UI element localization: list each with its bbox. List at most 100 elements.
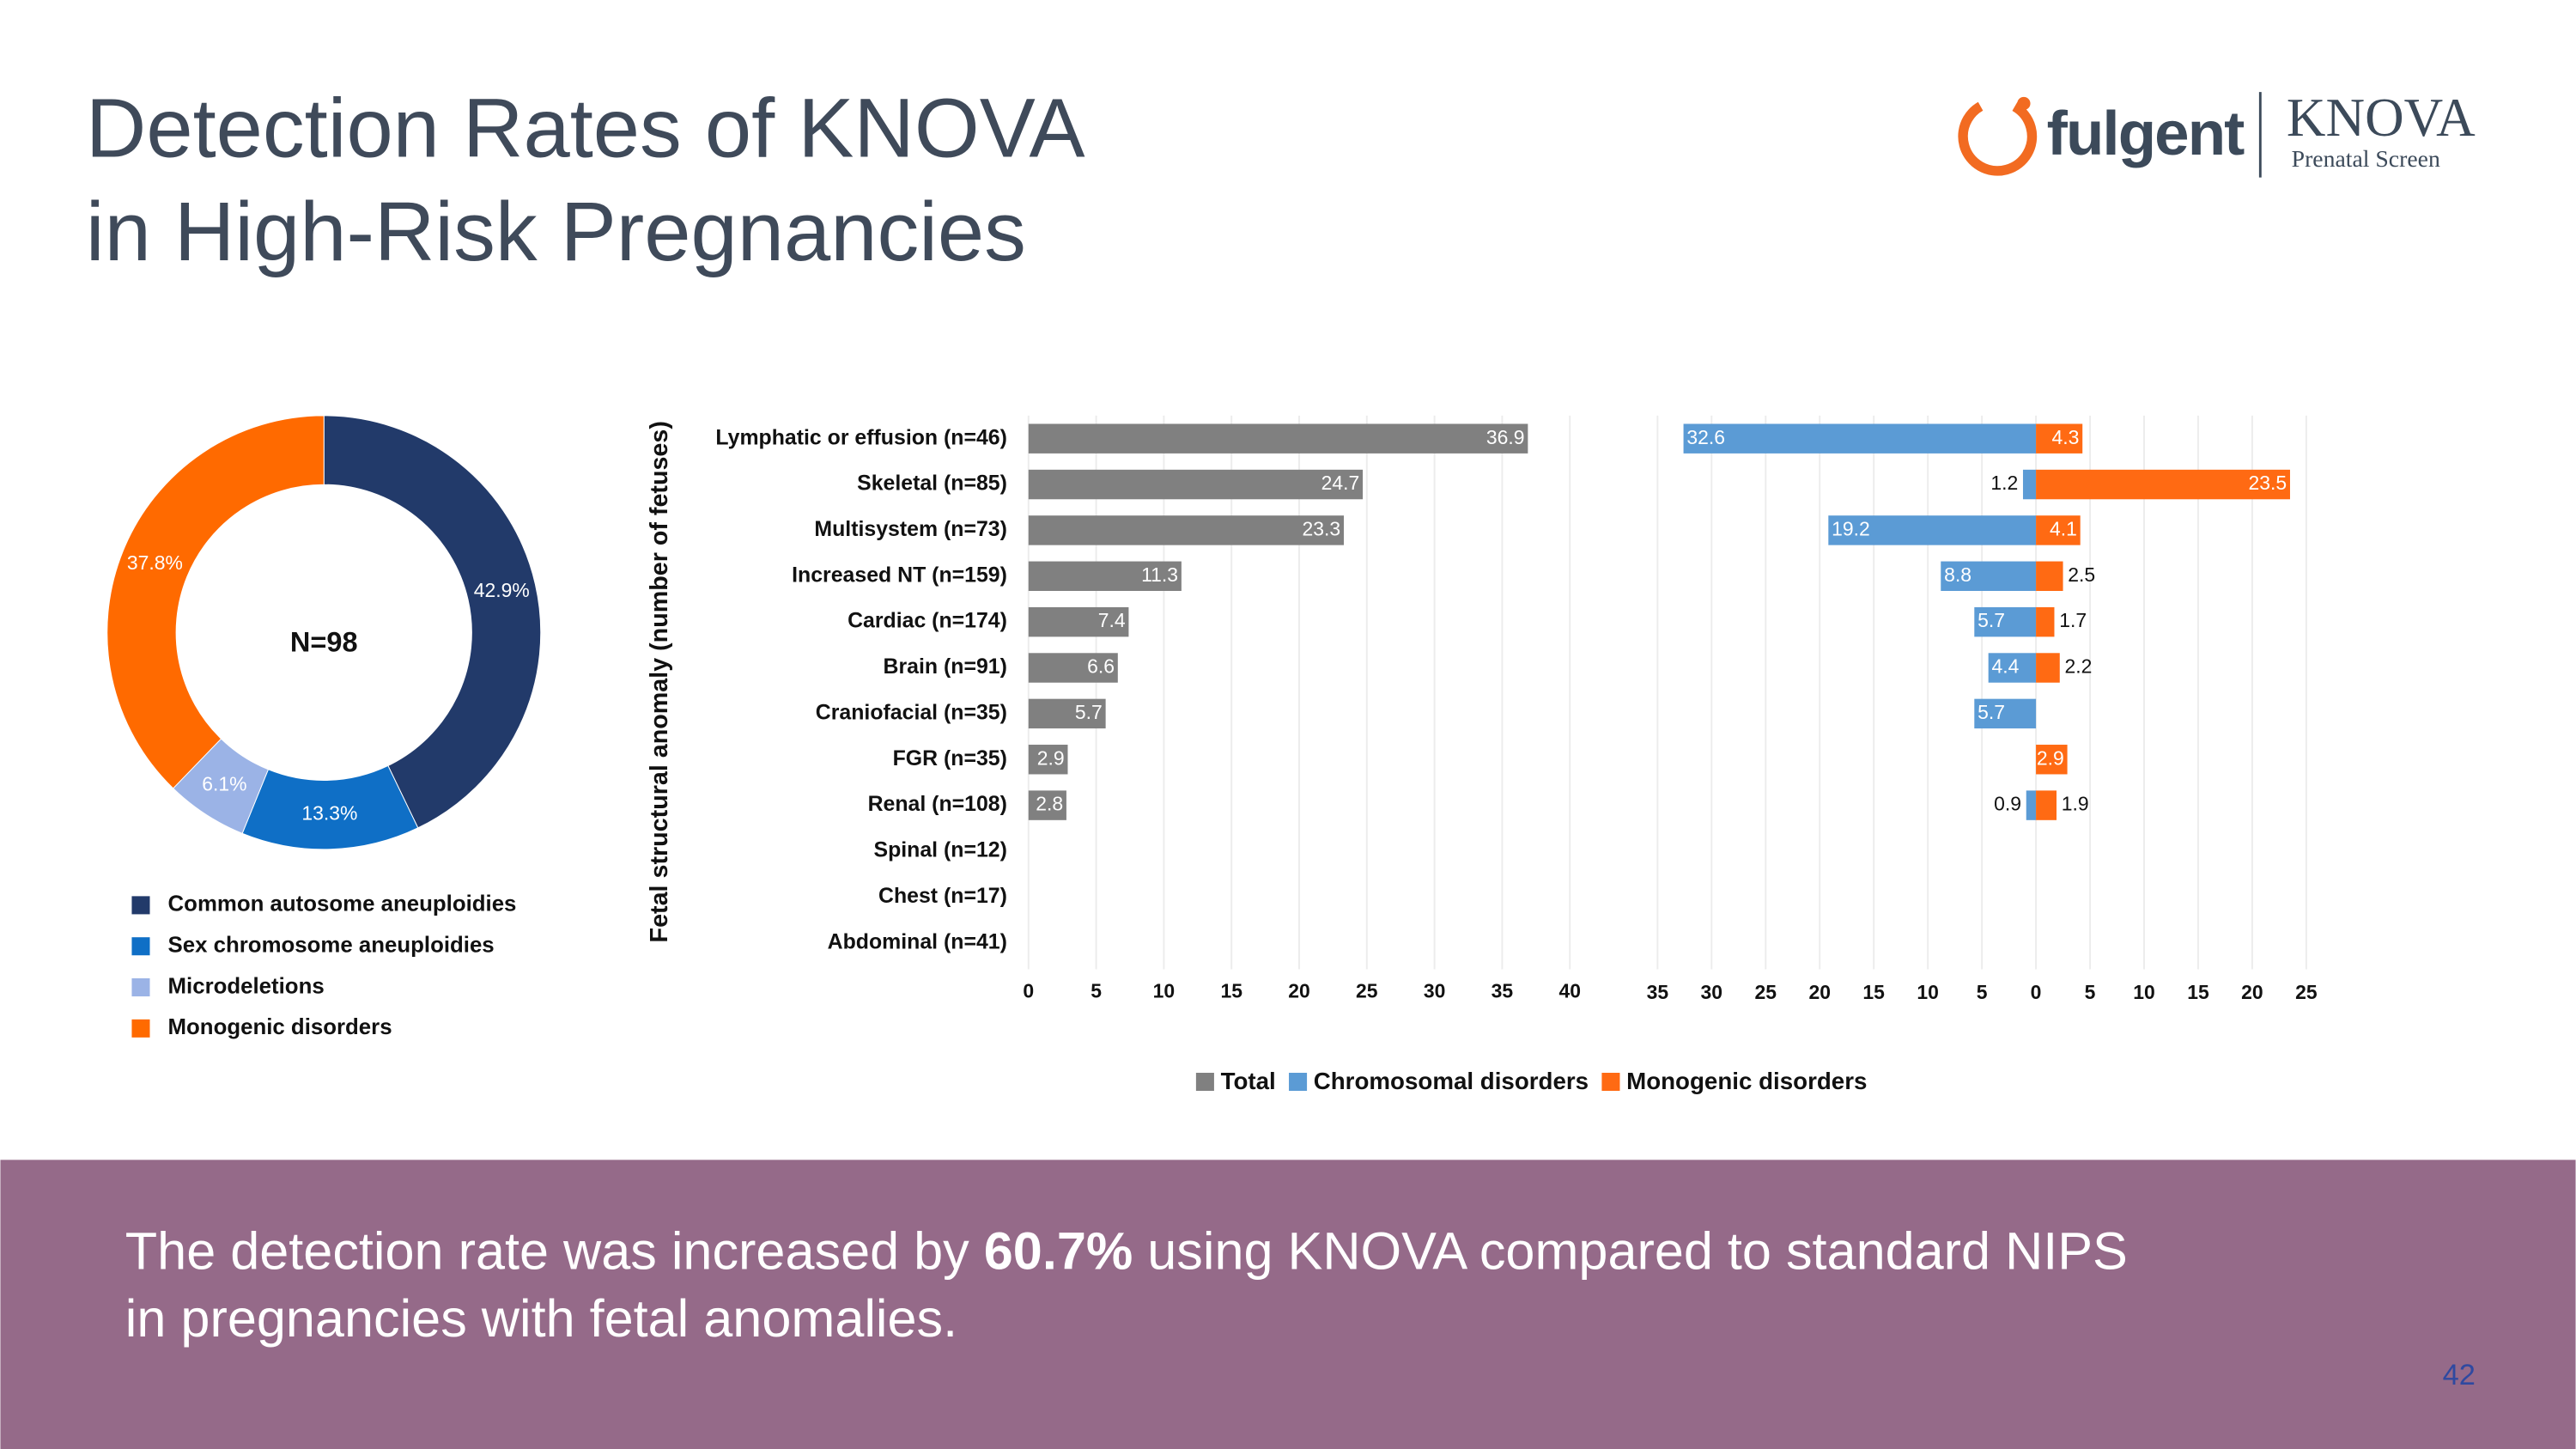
bar-value-label: 4.4 <box>1991 655 2019 678</box>
bar <box>1028 469 1364 500</box>
bar <box>2036 653 2060 683</box>
bar <box>2036 790 2057 820</box>
bar <box>1028 790 1066 820</box>
bar <box>1683 423 2037 454</box>
x-tick-label: 5 <box>1977 981 1988 1003</box>
footer-text: in pregnancies with fetal anomalies. <box>125 1289 957 1348</box>
footer-text-part: The detection rate was increased by <box>125 1221 984 1280</box>
x-tick-label: 5 <box>1091 979 1102 1002</box>
x-tick-label: 15 <box>1862 981 1885 1003</box>
slide-title: Detection Rates of KNOVA <box>86 82 1085 175</box>
bar-value-label: 2.2 <box>2065 655 2093 678</box>
category-label: Skeletal (n=85) <box>857 472 1007 496</box>
legend-swatch <box>1195 1072 1214 1092</box>
bar-value-label: 5.7 <box>1075 701 1103 723</box>
x-tick-label: 40 <box>1558 979 1581 1002</box>
x-tick-label: 0 <box>2031 981 2042 1003</box>
bar-value-label: 5.7 <box>1978 701 2005 723</box>
x-tick-label: 30 <box>1424 979 1446 1002</box>
legend-swatch <box>1289 1072 1308 1092</box>
x-tick-label: 5 <box>2085 981 2096 1003</box>
legend-label: Sex chromosome aneuploidies <box>168 934 495 958</box>
category-label: Multisystem (n=73) <box>814 517 1007 541</box>
footer-band <box>0 1160 2576 1449</box>
x-tick-label: 25 <box>1755 981 1777 1003</box>
bar <box>1028 698 1106 729</box>
bar <box>1028 423 1528 454</box>
bar <box>2036 515 2081 545</box>
bar-value-label: 2.9 <box>2037 746 2064 769</box>
category-label: Spinal (n=12) <box>874 838 1007 862</box>
bar <box>1028 653 1118 683</box>
bar-value-label: 23.3 <box>1303 517 1341 539</box>
bar <box>2022 469 2037 500</box>
donut-value-label: 37.8% <box>127 551 183 574</box>
page-number: 42 <box>2443 1359 2476 1391</box>
bar-value-label: 24.7 <box>1321 472 1360 494</box>
bar-value-label: 4.3 <box>2052 426 2080 448</box>
legend-label: Chromosomal disorders <box>1314 1068 1589 1094</box>
bar-value-label: 11.3 <box>1141 563 1178 586</box>
category-label: Cardiac (n=174) <box>848 609 1007 633</box>
bar-value-label: 2.8 <box>1036 793 1063 815</box>
slide-title: in High-Risk Pregnancies <box>86 185 1026 278</box>
bar-value-label: 1.7 <box>2059 609 2087 631</box>
x-tick-label: 20 <box>1808 981 1831 1003</box>
x-tick-label: 25 <box>1356 979 1378 1002</box>
donut-segment <box>106 415 325 789</box>
x-tick-label: 10 <box>2133 981 2155 1003</box>
legend-swatch <box>131 937 150 956</box>
bar-value-label: 5.7 <box>1978 609 2005 631</box>
category-label: Renal (n=108) <box>868 792 1007 816</box>
bar-value-label: 32.6 <box>1686 426 1725 448</box>
bar <box>2026 790 2037 820</box>
logo-product-sub: Prenatal Screen <box>2292 145 2440 172</box>
bar <box>2036 745 2068 775</box>
bar-value-label: 23.5 <box>2249 472 2287 494</box>
legend-label: Monogenic disorders <box>1626 1068 1867 1094</box>
logo-dot <box>2017 96 2031 111</box>
logo-product: KNOVA <box>2287 88 2476 148</box>
x-tick-label: 30 <box>1701 981 1723 1003</box>
x-tick-label: 25 <box>2295 981 2318 1003</box>
legend-swatch <box>131 978 150 997</box>
bar <box>1941 561 2037 591</box>
footer-text: The detection rate was increased by 60.7… <box>125 1221 2128 1280</box>
logo-brand: fulgent <box>2047 99 2245 168</box>
x-tick-label: 0 <box>1023 979 1034 1002</box>
bar-value-label: 1.2 <box>1990 472 2018 494</box>
legend-swatch <box>131 1019 150 1038</box>
x-tick-label: 20 <box>2241 981 2263 1003</box>
bar <box>1988 653 2037 683</box>
category-label: Brain (n=91) <box>884 654 1007 679</box>
bar-value-label: 4.1 <box>2050 517 2077 539</box>
bar-value-label: 2.5 <box>2068 563 2095 586</box>
donut-center-label: N=98 <box>290 626 358 657</box>
category-label: FGR (n=35) <box>893 746 1007 770</box>
bar <box>2036 469 2290 500</box>
bar <box>1974 698 2037 729</box>
bar <box>1028 515 1345 545</box>
logo: fulgent KNOVA Prenatal Screen <box>1958 88 2476 178</box>
legend-label: Microdeletions <box>168 974 325 998</box>
category-label: Increased NT (n=159) <box>792 563 1007 587</box>
bar <box>1974 606 2037 637</box>
bar <box>1028 561 1182 591</box>
bar-value-label: 36.9 <box>1486 426 1525 448</box>
bar <box>1828 515 2037 545</box>
x-tick-label: 15 <box>1220 979 1242 1002</box>
donut-value-label: 13.3% <box>301 802 357 825</box>
logo-ring <box>1958 96 2038 176</box>
category-label: Lymphatic or effusion (n=46) <box>715 425 1007 449</box>
x-tick-label: 10 <box>1153 979 1176 1002</box>
category-label: Chest (n=17) <box>878 884 1007 908</box>
legend-label: Monogenic disorders <box>168 1015 392 1039</box>
legend-swatch <box>131 896 150 915</box>
legend-label: Common autosome aneuploidies <box>168 892 517 916</box>
footer-highlight: 60.7% <box>984 1221 1133 1280</box>
x-tick-label: 15 <box>2187 981 2209 1003</box>
legend-swatch <box>1601 1072 1620 1092</box>
x-tick-label: 35 <box>1492 979 1514 1002</box>
legend-label: Total <box>1221 1068 1276 1094</box>
